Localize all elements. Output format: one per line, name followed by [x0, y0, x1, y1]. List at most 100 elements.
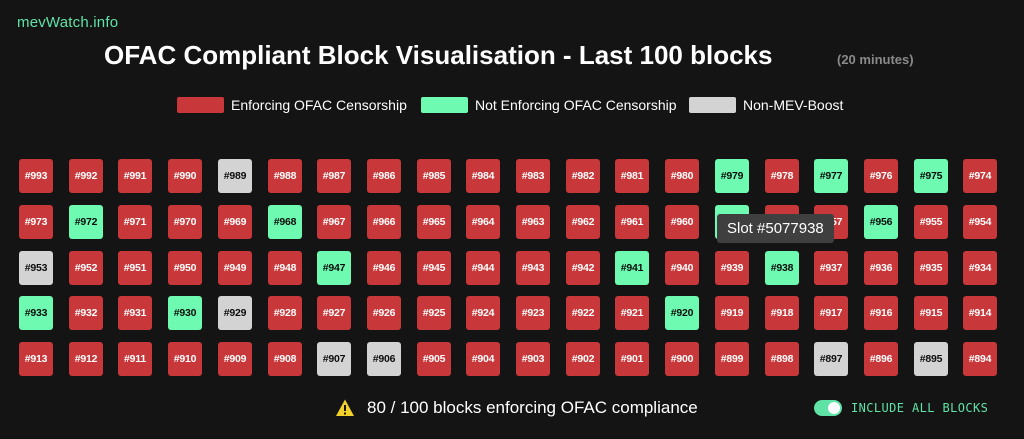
- block-tile[interactable]: #929: [218, 296, 252, 330]
- block-tile[interactable]: #912: [69, 342, 103, 376]
- block-tile[interactable]: #980: [665, 159, 699, 193]
- block-tile[interactable]: #906: [367, 342, 401, 376]
- block-tile[interactable]: #921: [615, 296, 649, 330]
- block-tile[interactable]: #939: [715, 251, 749, 285]
- block-tile[interactable]: #949: [218, 251, 252, 285]
- block-tile[interactable]: #914: [963, 296, 997, 330]
- block-tile[interactable]: #982: [566, 159, 600, 193]
- block-tile[interactable]: #940: [665, 251, 699, 285]
- block-tile[interactable]: #894: [963, 342, 997, 376]
- block-tile[interactable]: #989: [218, 159, 252, 193]
- block-tile[interactable]: #937: [814, 251, 848, 285]
- toggle-label[interactable]: INCLUDE ALL BLOCKS: [851, 401, 989, 415]
- block-tile[interactable]: #978: [765, 159, 799, 193]
- block-tile[interactable]: #950: [168, 251, 202, 285]
- block-tile[interactable]: #977: [814, 159, 848, 193]
- block-tile[interactable]: #970: [168, 205, 202, 239]
- block-tile[interactable]: #918: [765, 296, 799, 330]
- block-tile[interactable]: #902: [566, 342, 600, 376]
- block-tile[interactable]: #975: [914, 159, 948, 193]
- block-tile[interactable]: #955: [914, 205, 948, 239]
- block-tile[interactable]: #915: [914, 296, 948, 330]
- block-tile[interactable]: #946: [367, 251, 401, 285]
- block-tile[interactable]: #971: [118, 205, 152, 239]
- block-tile[interactable]: #964: [466, 205, 500, 239]
- block-tile[interactable]: #931: [118, 296, 152, 330]
- block-tile[interactable]: #986: [367, 159, 401, 193]
- block-tile[interactable]: #960: [665, 205, 699, 239]
- block-tile[interactable]: #953: [19, 251, 53, 285]
- block-tile[interactable]: #933: [19, 296, 53, 330]
- block-tile[interactable]: #941: [615, 251, 649, 285]
- block-tile[interactable]: #991: [118, 159, 152, 193]
- block-tile[interactable]: #984: [466, 159, 500, 193]
- block-tile[interactable]: #907: [317, 342, 351, 376]
- block-tile[interactable]: #948: [268, 251, 302, 285]
- block-tile[interactable]: #979: [715, 159, 749, 193]
- block-tile[interactable]: #938: [765, 251, 799, 285]
- block-tile[interactable]: #900: [665, 342, 699, 376]
- block-tile[interactable]: #973: [19, 205, 53, 239]
- block-tile[interactable]: #932: [69, 296, 103, 330]
- block-tile[interactable]: #985: [417, 159, 451, 193]
- block-tile[interactable]: #895: [914, 342, 948, 376]
- block-tile[interactable]: #944: [466, 251, 500, 285]
- block-tile[interactable]: #966: [367, 205, 401, 239]
- block-tile[interactable]: #936: [864, 251, 898, 285]
- block-tile[interactable]: #952: [69, 251, 103, 285]
- block-tile[interactable]: #992: [69, 159, 103, 193]
- block-tile[interactable]: #965: [417, 205, 451, 239]
- include-all-blocks-toggle[interactable]: [814, 400, 842, 416]
- block-tile[interactable]: #924: [466, 296, 500, 330]
- block-tile[interactable]: #908: [268, 342, 302, 376]
- block-tile[interactable]: #962: [566, 205, 600, 239]
- block-tile[interactable]: #961: [615, 205, 649, 239]
- block-tile[interactable]: #922: [566, 296, 600, 330]
- block-tile[interactable]: #947: [317, 251, 351, 285]
- block-tile[interactable]: #911: [118, 342, 152, 376]
- block-tile[interactable]: #909: [218, 342, 252, 376]
- block-tile[interactable]: #920: [665, 296, 699, 330]
- block-tile[interactable]: #972: [69, 205, 103, 239]
- block-tile[interactable]: #913: [19, 342, 53, 376]
- block-tile[interactable]: #905: [417, 342, 451, 376]
- block-tile[interactable]: #963: [516, 205, 550, 239]
- block-tile[interactable]: #903: [516, 342, 550, 376]
- block-tile[interactable]: #969: [218, 205, 252, 239]
- block-tile[interactable]: #897: [814, 342, 848, 376]
- block-tile[interactable]: #930: [168, 296, 202, 330]
- block-tile[interactable]: #988: [268, 159, 302, 193]
- block-tile[interactable]: #935: [914, 251, 948, 285]
- block-tile[interactable]: #928: [268, 296, 302, 330]
- block-tile[interactable]: #942: [566, 251, 600, 285]
- block-tile[interactable]: #925: [417, 296, 451, 330]
- block-tile[interactable]: #923: [516, 296, 550, 330]
- block-tile[interactable]: #904: [466, 342, 500, 376]
- block-tile[interactable]: #967: [317, 205, 351, 239]
- block-tile[interactable]: #901: [615, 342, 649, 376]
- block-tile[interactable]: #919: [715, 296, 749, 330]
- block-tile[interactable]: #981: [615, 159, 649, 193]
- block-tile[interactable]: #956: [864, 205, 898, 239]
- block-tile[interactable]: #974: [963, 159, 997, 193]
- block-tile[interactable]: #926: [367, 296, 401, 330]
- block-tile[interactable]: #934: [963, 251, 997, 285]
- block-tile[interactable]: #990: [168, 159, 202, 193]
- brand-logo[interactable]: mevWatch.info: [17, 14, 119, 31]
- block-tile[interactable]: #898: [765, 342, 799, 376]
- block-tile[interactable]: #993: [19, 159, 53, 193]
- block-tile[interactable]: #927: [317, 296, 351, 330]
- block-tile[interactable]: #899: [715, 342, 749, 376]
- block-tile[interactable]: #954: [963, 205, 997, 239]
- block-tile[interactable]: #916: [864, 296, 898, 330]
- block-tile[interactable]: #943: [516, 251, 550, 285]
- block-tile[interactable]: #910: [168, 342, 202, 376]
- block-tile[interactable]: #951: [118, 251, 152, 285]
- block-tile[interactable]: #968: [268, 205, 302, 239]
- block-tile[interactable]: #917: [814, 296, 848, 330]
- block-tile[interactable]: #987: [317, 159, 351, 193]
- block-tile[interactable]: #983: [516, 159, 550, 193]
- block-tile[interactable]: #976: [864, 159, 898, 193]
- block-tile[interactable]: #945: [417, 251, 451, 285]
- block-tile[interactable]: #896: [864, 342, 898, 376]
